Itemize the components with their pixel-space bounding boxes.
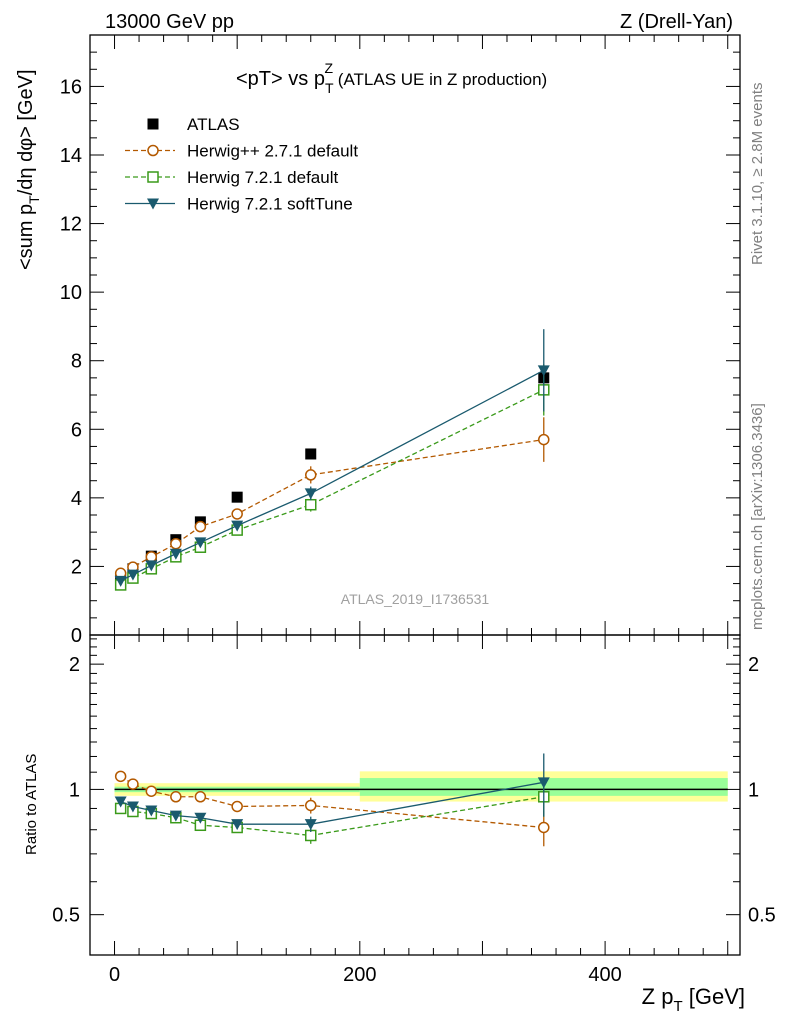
ratio-ytick-label-right: 2	[748, 654, 759, 676]
ratio-frame	[89, 634, 741, 956]
ratio-ytick-label-right: 1	[748, 779, 759, 801]
ratio-line-herwig-7-2-1-default	[120, 796, 544, 837]
legend-label-atlas: ATLAS	[187, 115, 240, 134]
x-axis-label: Z pT [GeV]	[642, 984, 745, 1015]
main-ytick-label: 12	[60, 214, 82, 236]
mcplots-label: mcplots.cern.ch [arXiv:1306.3436]	[749, 403, 766, 630]
main-point-herwig-7-2-1-softtune	[194, 537, 207, 549]
ratio-point-herwig-2-7-1-default	[194, 791, 207, 803]
chart-title-sup: Z	[325, 60, 334, 76]
x-axis-label-pre: Z p	[642, 984, 674, 1009]
legend-label-herwig-7-2-1-default: Herwig 7.2.1 default	[187, 168, 338, 187]
ratio-point-herwig-2-7-1-default	[538, 821, 550, 834]
ratio-point-herwig-7-2-1-softtune	[114, 796, 127, 808]
main-point-atlas	[231, 491, 243, 503]
chart-title: <pT> vs pTZ (ATLAS UE in Z production)	[236, 60, 547, 96]
chart-title-main: <pT> vs p	[236, 68, 325, 90]
main-point-herwig-2-7-1-default	[305, 469, 317, 481]
xtick-label: 0	[109, 964, 120, 986]
xtick-label: 200	[343, 964, 376, 986]
ratio-point-herwig-2-7-1-default	[170, 791, 182, 803]
legend-label-herwig-2-7-1-default: Herwig++ 2.7.1 default	[187, 142, 358, 161]
main-point-herwig-7-2-1-softtune	[231, 520, 244, 532]
ratio-point-herwig-7-2-1-softtune	[169, 810, 182, 822]
y-axis-label: <sum pT/dη dφ> [GeV]	[15, 69, 42, 270]
analysis-watermark: ATLAS_2019_I1736531	[341, 591, 490, 607]
main-point-herwig-7-2-1-softtune	[537, 365, 550, 377]
chart-title-suffix: (ATLAS UE in Z production)	[333, 70, 547, 89]
ratio-point-herwig-2-7-1-default	[114, 770, 127, 783]
legend-marker-herwig-7-2-1-default	[147, 171, 159, 183]
header-right: Z (Drell-Yan)	[620, 11, 733, 33]
main-ytick-label: 8	[71, 351, 82, 373]
legend-marker-atlas	[147, 118, 159, 130]
main-line-herwig-7-2-1-softtune	[120, 369, 545, 582]
main-ytick-label: 14	[60, 145, 82, 167]
chart-title-sub: T	[325, 80, 334, 96]
ratio-ytick-label-left: 1	[69, 779, 80, 801]
xtick-label: 400	[588, 964, 621, 986]
ratio-ytick-label-left: 2	[69, 654, 80, 676]
ratio-y-axis-label: Ratio to ATLAS	[23, 754, 40, 855]
ratio-point-herwig-7-2-1-softtune	[194, 812, 207, 824]
main-point-herwig-2-7-1-default	[194, 520, 207, 533]
main-line-herwig-7-2-1-default	[120, 389, 545, 586]
main-point-herwig-7-2-1-softtune	[145, 560, 158, 572]
ratio-point-herwig-2-7-1-default	[305, 799, 317, 812]
main-point-herwig-7-2-1-softtune	[304, 488, 317, 500]
main-panel	[114, 329, 550, 591]
legend-marker-herwig-2-7-1-default	[147, 144, 159, 157]
main-point-herwig-7-2-1-softtune	[114, 575, 127, 587]
ratio-point-herwig-2-7-1-default	[127, 778, 139, 790]
ratio-point-herwig-2-7-1-default	[231, 800, 243, 813]
ratio-line-herwig-7-2-1-softtune	[120, 781, 544, 825]
ratio-point-herwig-7-2-1-softtune	[126, 801, 139, 813]
ratio-data-band	[114, 771, 728, 802]
main-ytick-label: 4	[71, 488, 82, 510]
main-point-herwig-2-7-1-default	[231, 508, 243, 520]
y-axis-label-post: /dη dφ> [GeV]	[15, 69, 37, 195]
main-point-herwig-7-2-1-default	[305, 498, 317, 511]
legend-marker-herwig-7-2-1-softtune	[147, 198, 159, 210]
main-point-herwig-7-2-1-softtune	[126, 569, 139, 581]
main-point-herwig-2-7-1-default	[538, 433, 550, 446]
ratio-ytick-label-right: 0.5	[748, 905, 776, 927]
main-point-herwig-7-2-1-softtune	[169, 548, 182, 560]
ratio-point-herwig-7-2-1-softtune	[145, 805, 158, 817]
main-ytick-label: 6	[71, 419, 82, 441]
rivet-label: Rivet 3.1.10, ≥ 2.8M events	[749, 83, 766, 266]
ratio-point-herwig-7-2-1-softtune	[304, 819, 317, 831]
main-line-herwig-2-7-1-default	[120, 438, 544, 574]
ratio-point-herwig-2-7-1-default	[145, 785, 158, 797]
x-axis-label-sub: T	[673, 998, 682, 1015]
main-point-atlas	[305, 448, 317, 460]
header-left: 13000 GeV pp	[105, 11, 234, 33]
y-axis-label-sub: T	[26, 195, 42, 204]
main-point-herwig-2-7-1-default	[170, 538, 182, 550]
main-ytick-label: 2	[71, 556, 82, 578]
ratio-ytick-label-left: 0.5	[52, 905, 80, 927]
ratio-panel	[114, 753, 550, 847]
main-ytick-label: 0	[71, 625, 82, 647]
ratio-point-herwig-7-2-1-softtune	[231, 819, 244, 831]
main-ytick-label: 10	[60, 282, 82, 304]
legend-label-herwig-7-2-1-softtune: Herwig 7.2.1 softTune	[187, 195, 353, 214]
main-ytick-label: 16	[60, 76, 82, 98]
legend: ATLAS Herwig++ 2.7.1 default Herwig 7.2.1 …	[125, 115, 358, 214]
x-axis-label-post: [GeV]	[683, 984, 745, 1009]
main-point-herwig-2-7-1-default	[145, 551, 158, 563]
y-axis-label-pre: <sum p	[15, 204, 37, 270]
ratio-point-herwig-7-2-1-softtune	[537, 777, 550, 789]
